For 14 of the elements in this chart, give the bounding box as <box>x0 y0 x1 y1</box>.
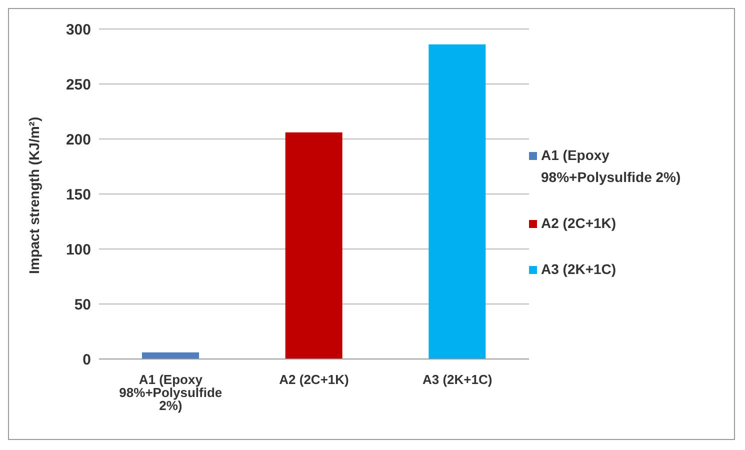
y-tick-label: 200 <box>66 131 91 148</box>
y-tick-label: 50 <box>74 296 91 314</box>
x-tick-label: A1 (Epoxy 98%+Polysulfide 2%) <box>119 372 222 414</box>
y-tick-label: 250 <box>66 76 91 94</box>
x-tick-label: A2 (2C+1K) <box>279 372 349 388</box>
y-tick-label: 100 <box>66 241 91 258</box>
y-tick-label: 300 <box>66 21 91 38</box>
legend-label: A2 (2C+1K) <box>541 214 618 233</box>
x-tick-label: A3 (2K+1C) <box>422 372 492 388</box>
y-tick-label: 0 <box>82 351 91 368</box>
y-axis-title: Impact strength (KJ/m²) <box>26 116 42 274</box>
legend-label: A1 (Epoxy 98%+Polysulfide 2%) <box>541 146 682 187</box>
y-tick-label: 150 <box>66 186 91 204</box>
legend-label: A3 (2K+1C) <box>541 260 618 279</box>
